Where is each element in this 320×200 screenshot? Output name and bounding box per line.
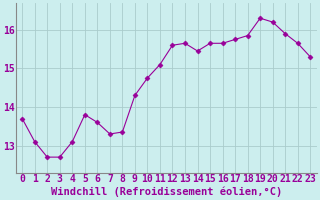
- X-axis label: Windchill (Refroidissement éolien,°C): Windchill (Refroidissement éolien,°C): [51, 187, 282, 197]
